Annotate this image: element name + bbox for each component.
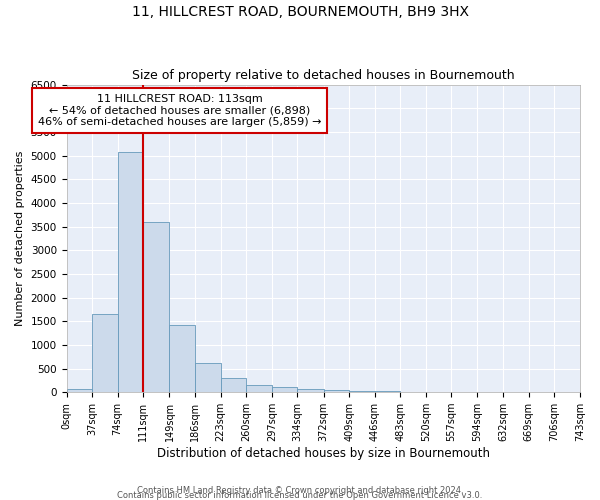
Bar xyxy=(272,387,298,392)
Bar xyxy=(323,390,349,392)
Bar xyxy=(349,390,375,392)
Text: 11 HILLCREST ROAD: 113sqm
← 54% of detached houses are smaller (6,898)
46% of se: 11 HILLCREST ROAD: 113sqm ← 54% of detac… xyxy=(38,94,321,127)
Bar xyxy=(92,314,118,392)
Bar xyxy=(246,385,272,392)
Bar xyxy=(375,391,400,392)
Bar xyxy=(221,378,246,392)
Text: 11, HILLCREST ROAD, BOURNEMOUTH, BH9 3HX: 11, HILLCREST ROAD, BOURNEMOUTH, BH9 3HX xyxy=(131,5,469,19)
Bar xyxy=(169,326,195,392)
X-axis label: Distribution of detached houses by size in Bournemouth: Distribution of detached houses by size … xyxy=(157,447,490,460)
Bar xyxy=(67,388,92,392)
Y-axis label: Number of detached properties: Number of detached properties xyxy=(15,150,25,326)
Text: Contains HM Land Registry data © Crown copyright and database right 2024.: Contains HM Land Registry data © Crown c… xyxy=(137,486,463,495)
Bar xyxy=(118,152,143,392)
Text: Contains public sector information licensed under the Open Government Licence v3: Contains public sector information licen… xyxy=(118,491,482,500)
Title: Size of property relative to detached houses in Bournemouth: Size of property relative to detached ho… xyxy=(132,69,515,82)
Bar xyxy=(195,363,221,392)
Bar xyxy=(143,222,169,392)
Bar xyxy=(298,388,323,392)
